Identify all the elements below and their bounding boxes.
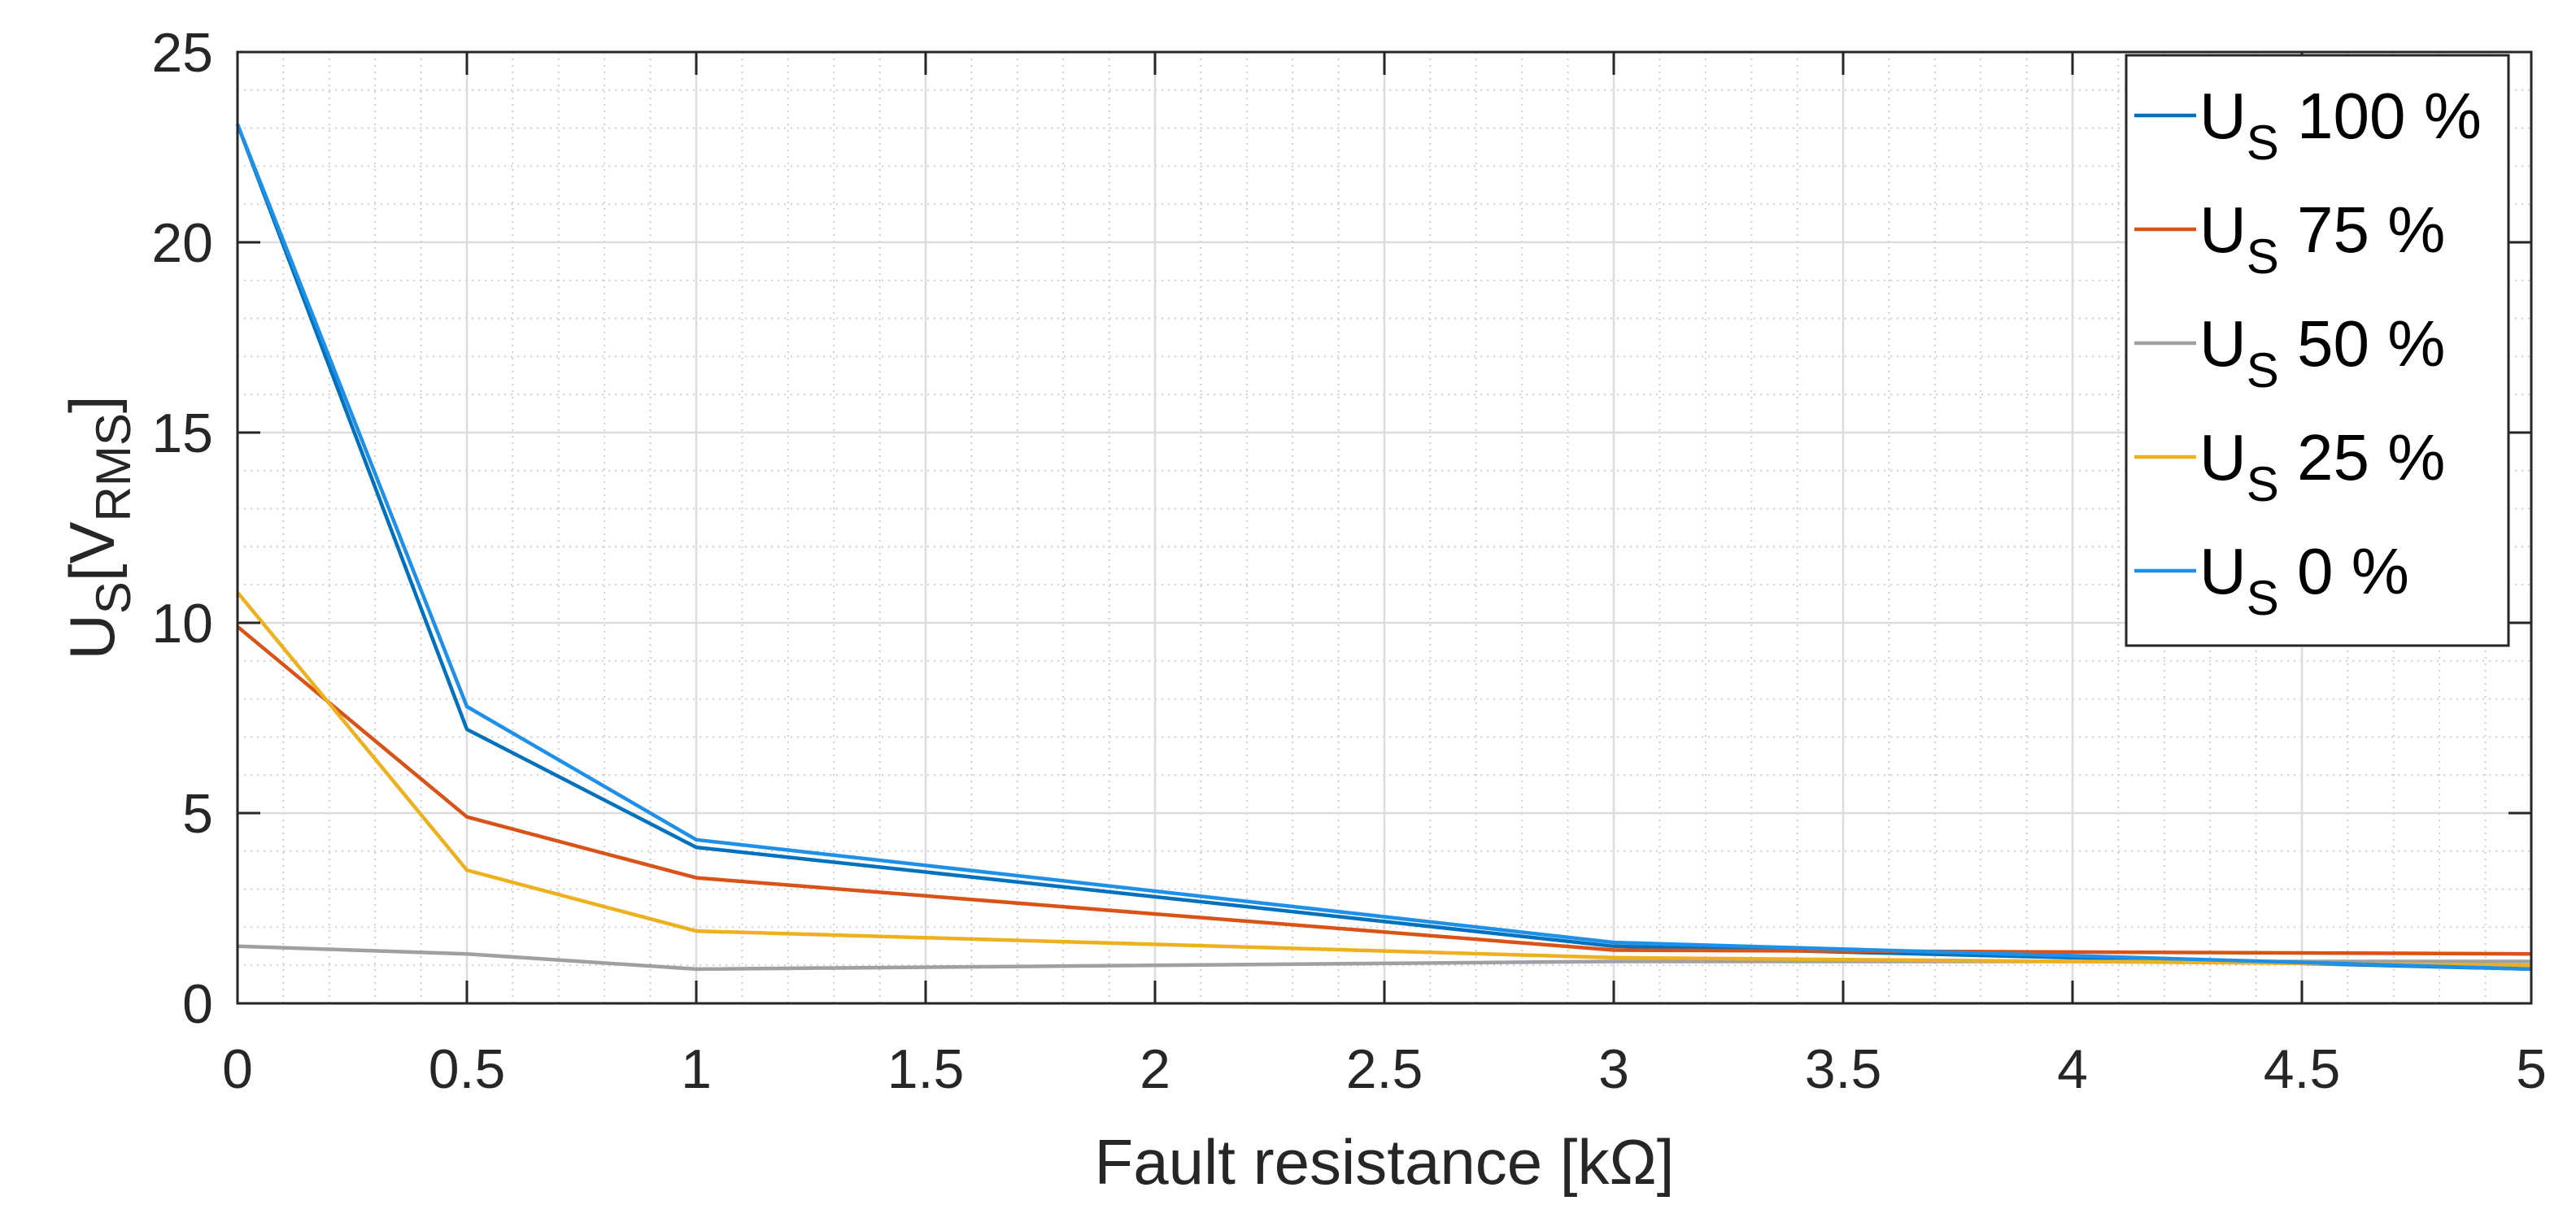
x-tick-labels: 0 0.5 1 1.5 2 2.5 3 3.5 4 4.5 5 [222,1038,2547,1100]
legend-label: US 100 % [2199,80,2482,170]
y-axis-label-sub-s: S [86,581,141,614]
legend-label-main: U [2199,535,2247,607]
legend-label-sub: S [2247,343,2279,398]
y-tick-label: 0 [182,973,213,1035]
legend-label-sub: S [2247,229,2279,284]
y-axis-label-close: ] [56,395,128,413]
y-axis-label-sub-rms: RMS [86,413,141,521]
legend-label-main: U [2199,80,2247,152]
x-tick-label: 0 [222,1038,253,1100]
y-tick-labels: 0 5 10 15 20 25 [151,22,213,1035]
y-tick-label: 25 [151,22,213,84]
x-tick-label: 1.5 [887,1038,965,1100]
y-axis-label-main: U [56,614,128,659]
x-tick-label: 4 [2057,1038,2088,1100]
y-tick-label: 15 [151,402,213,464]
series-lines [235,124,2532,972]
legend-label: US 75 % [2199,194,2445,284]
x-tick-label: 3 [1598,1038,1629,1100]
y-tick-label: 20 [151,212,213,274]
legend-label-rest: 50 % [2279,307,2446,380]
series-line [235,124,2532,972]
y-tick-label: 10 [151,593,213,655]
x-tick-label: 5 [2516,1038,2547,1100]
legend-label-main: U [2199,307,2247,380]
series-line [236,591,2532,968]
legend-label: US 0 % [2199,535,2409,625]
legend-label-sub: S [2247,571,2279,625]
x-tick-label: 2.5 [1346,1038,1423,1100]
x-tick-label: 0.5 [429,1038,506,1100]
legend-label-sub: S [2247,115,2279,170]
x-axis-label: Fault resistance [kΩ] [1095,1126,1675,1198]
x-tick-label: 4.5 [2264,1038,2341,1100]
y-axis-label: US[VRMS] [56,395,141,659]
legend-label-main: U [2199,194,2247,266]
legend-box [2125,54,2510,647]
y-axis-label-unit: [V [56,521,128,581]
legend-label-rest: 100 % [2279,80,2482,152]
legend-label-sub: S [2247,457,2279,511]
x-tick-label: 2 [1140,1038,1170,1100]
legend-label-rest: 25 % [2279,421,2446,494]
legend-items: US 100 %US 75 %US 50 %US 25 %US 0 % [2134,80,2482,625]
series-line [235,124,2532,972]
legend-label: US 25 % [2199,421,2445,511]
y-tick-label: 5 [182,783,213,845]
legend: US 100 %US 75 %US 50 %US 25 %US 0 % [2125,54,2510,647]
tick-marks [236,50,2533,1005]
legend-label-main: U [2199,421,2247,494]
legend-label: US 50 % [2199,307,2445,398]
x-tick-label: 3.5 [1805,1038,1882,1100]
x-tick-label: 1 [681,1038,712,1100]
legend-label-rest: 75 % [2279,194,2446,266]
legend-label-rest: 0 % [2279,535,2409,607]
